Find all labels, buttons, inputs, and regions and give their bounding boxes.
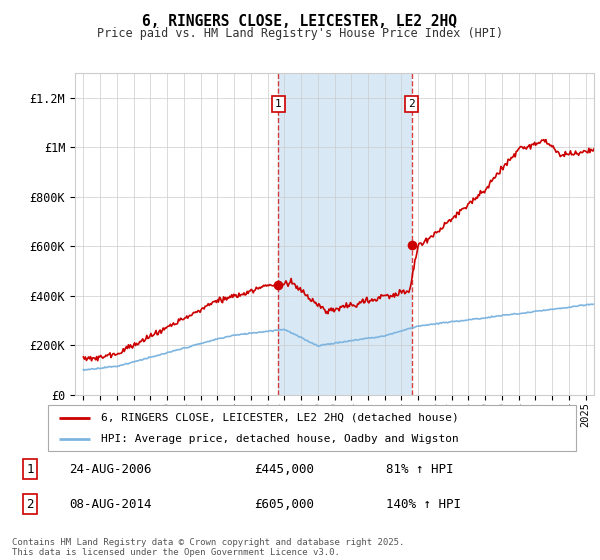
Text: 24-AUG-2006: 24-AUG-2006: [70, 463, 152, 475]
Text: 6, RINGERS CLOSE, LEICESTER, LE2 2HQ: 6, RINGERS CLOSE, LEICESTER, LE2 2HQ: [143, 14, 458, 29]
Text: £445,000: £445,000: [254, 463, 314, 475]
Text: 140% ↑ HPI: 140% ↑ HPI: [386, 498, 461, 511]
Bar: [278, 73, 412, 395]
Text: 2: 2: [26, 498, 34, 511]
Text: 81% ↑ HPI: 81% ↑ HPI: [386, 463, 454, 475]
Text: 1: 1: [26, 463, 34, 475]
Text: HPI: Average price, detached house, Oadby and Wigston: HPI: Average price, detached house, Oadb…: [101, 435, 458, 444]
Text: 6, RINGERS CLOSE, LEICESTER, LE2 2HQ (detached house): 6, RINGERS CLOSE, LEICESTER, LE2 2HQ (de…: [101, 413, 458, 423]
Text: 1: 1: [275, 99, 282, 109]
Text: £605,000: £605,000: [254, 498, 314, 511]
Text: 08-AUG-2014: 08-AUG-2014: [70, 498, 152, 511]
Text: 2: 2: [408, 99, 415, 109]
Text: Contains HM Land Registry data © Crown copyright and database right 2025.
This d: Contains HM Land Registry data © Crown c…: [12, 538, 404, 557]
Text: Price paid vs. HM Land Registry's House Price Index (HPI): Price paid vs. HM Land Registry's House …: [97, 27, 503, 40]
FancyBboxPatch shape: [48, 405, 576, 451]
